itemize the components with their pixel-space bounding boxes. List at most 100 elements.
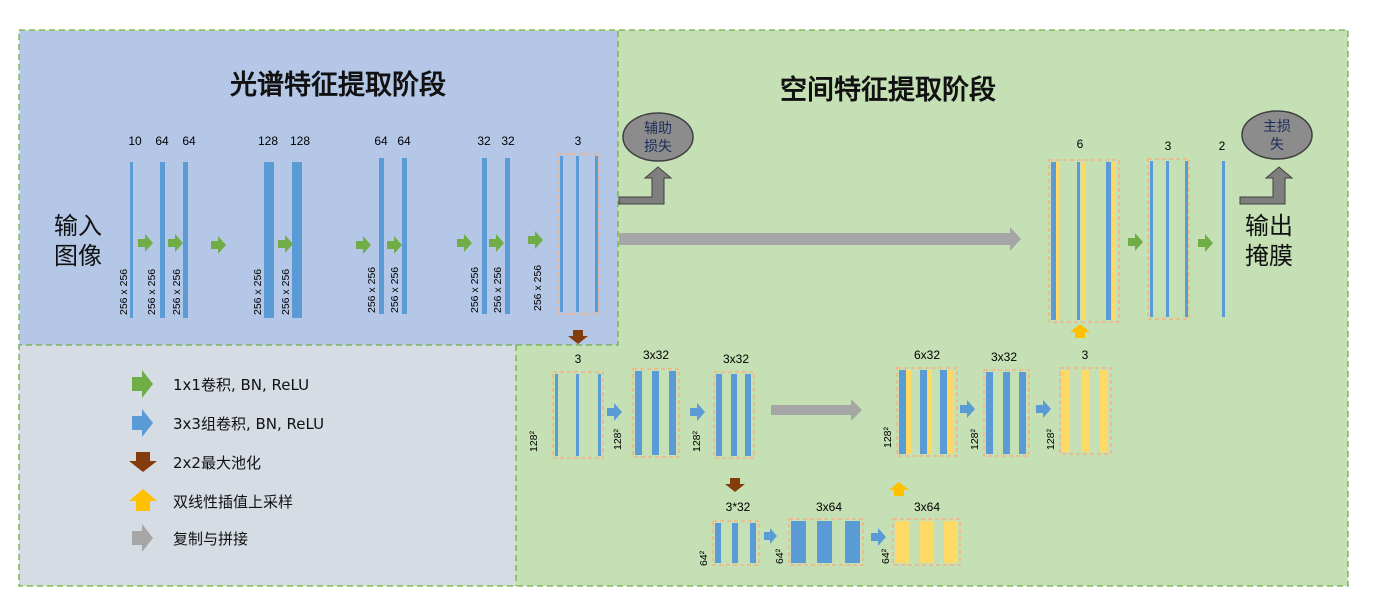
top-channel-label: 64 <box>182 134 196 148</box>
feature-map <box>598 374 601 456</box>
feature-map <box>183 162 188 318</box>
feature-map <box>555 374 558 456</box>
block-frame <box>1059 367 1112 455</box>
feature-map <box>731 374 737 456</box>
feature-map <box>560 156 563 312</box>
top-channel-label: 10 <box>128 134 142 148</box>
mid-block-5 <box>983 369 1030 457</box>
feature-map <box>1056 162 1059 320</box>
main-loss-label-line2: 失 <box>1270 137 1284 153</box>
input-label-line2: 图像 <box>54 242 102 270</box>
legend-label: 1x1卷积, BN, ReLU <box>173 376 309 394</box>
feature-map <box>986 372 993 454</box>
size-label: 128² <box>691 430 703 452</box>
block-frame <box>1048 159 1120 323</box>
feature-map <box>576 156 579 312</box>
low-upsampled-block <box>892 518 961 566</box>
blue-arrow-icon <box>764 528 777 544</box>
mid-block-3 <box>713 371 755 459</box>
legend-item: 1x1卷积, BN, ReLU <box>132 370 309 398</box>
feature-map <box>906 370 911 454</box>
feature-map <box>576 374 579 456</box>
feature-map <box>817 521 832 563</box>
low-block-1 <box>712 520 760 566</box>
spatial-stage-title: 空间特征提取阶段 <box>780 74 996 106</box>
block-frame <box>557 153 600 315</box>
mid-channel-label: 3x32 <box>643 348 669 362</box>
feature-map <box>715 523 721 563</box>
legend-item: 双线性插值上采样 <box>129 489 293 511</box>
legend: 1x1卷积, BN, ReLU 3x3组卷积, BN, ReLU 2x2最大池化… <box>129 370 324 552</box>
block-frame <box>892 518 961 566</box>
spectral-stage-border <box>20 31 619 346</box>
main-loss-arrow-icon <box>1239 166 1294 205</box>
size-label: 256 x 256 <box>492 267 504 313</box>
top-channel-label: 3 <box>575 134 582 148</box>
low-size-labels: 64² 64² 64² <box>698 548 892 566</box>
top-channel-label: 128 <box>258 134 278 148</box>
green-arrow-icon <box>132 370 153 398</box>
aux-loss-arrow-icon <box>618 166 673 205</box>
top-channel-label: 32 <box>501 134 515 148</box>
feature-map <box>732 523 738 563</box>
decoder-three-channel-block <box>1147 158 1190 320</box>
main-loss-node <box>1241 110 1313 160</box>
feature-map <box>1081 162 1086 320</box>
feature-map <box>505 158 510 314</box>
feature-map <box>1077 162 1080 320</box>
feature-map <box>1062 370 1070 452</box>
feature-map <box>402 158 407 314</box>
size-label: 64² <box>880 548 892 564</box>
feature-map <box>1051 162 1056 320</box>
size-label: 64² <box>698 550 710 566</box>
low-channel-label: 3x64 <box>816 500 842 514</box>
block-frame <box>712 520 760 566</box>
size-label: 256 x 256 <box>389 267 401 313</box>
gray-arrow-icon <box>132 524 153 552</box>
size-label: 128² <box>528 430 540 452</box>
yellow-arrow-icon <box>129 489 157 511</box>
feature-map <box>379 158 384 314</box>
feature-map <box>944 521 958 563</box>
top-output-block <box>557 153 600 315</box>
feature-map <box>750 523 756 563</box>
feature-map <box>482 158 487 314</box>
block-frame <box>632 368 680 458</box>
feature-map <box>920 521 934 563</box>
legend-item: 3x3组卷积, BN, ReLU <box>132 409 324 437</box>
aux-loss-label-line1: 辅助 <box>644 121 672 137</box>
top-channel-label: 32 <box>477 134 491 148</box>
feature-map <box>669 371 676 455</box>
feature-map <box>1185 161 1188 317</box>
low-channel-label: 3*32 <box>726 500 751 514</box>
size-label: 128² <box>882 426 894 448</box>
top-size-labels: 256 x 256 256 x 256 256 x 256 256 x 256 … <box>118 265 544 315</box>
spatial-stage-border <box>18 29 1349 587</box>
aux-loss-node <box>622 112 694 162</box>
top-channel-labels: 10 64 64 128 128 64 64 32 32 3 <box>128 134 581 148</box>
size-label: 256 x 256 <box>118 269 130 315</box>
mid-upsampled-block <box>1059 367 1112 455</box>
feature-map <box>652 371 659 455</box>
size-label: 256 x 256 <box>366 267 378 313</box>
feature-map <box>845 521 860 563</box>
low-block-2 <box>788 518 864 566</box>
feature-map <box>130 162 133 318</box>
size-label: 256 x 256 <box>532 265 544 311</box>
top-channel-label: 64 <box>374 134 388 148</box>
mid-concat-block <box>896 367 958 457</box>
feature-map <box>716 374 722 456</box>
top-channel-label: 64 <box>397 134 411 148</box>
mid-channel-label: 3x32 <box>991 350 1017 364</box>
block-frame <box>552 371 604 459</box>
size-label: 64² <box>774 548 786 564</box>
feature-map <box>1100 370 1108 452</box>
aux-loss-label-line2: 损失 <box>644 139 672 155</box>
feature-map <box>947 370 953 454</box>
top-feature-maps <box>130 158 510 318</box>
feature-map <box>1112 162 1116 320</box>
feature-map <box>1150 161 1153 317</box>
feature-map <box>595 156 598 312</box>
feature-map <box>635 371 642 455</box>
